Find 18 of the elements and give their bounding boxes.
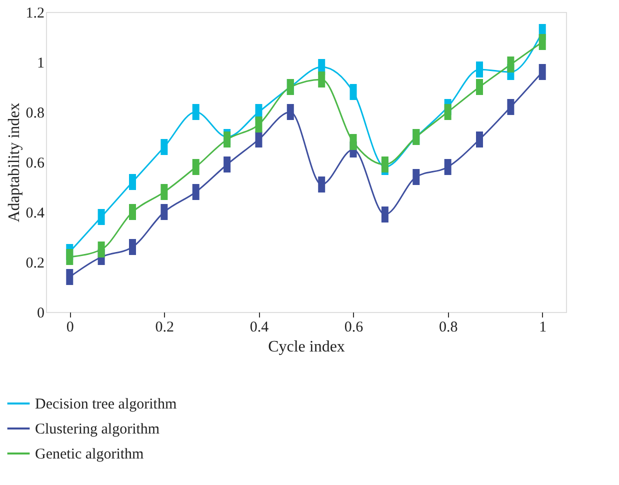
y-tick-label: 1.2 xyxy=(26,6,44,22)
y-tick-label: 0.2 xyxy=(26,256,44,272)
x-tick-label: 0.8 xyxy=(438,320,458,336)
x-tick-label: 0.2 xyxy=(155,320,174,336)
x-tick-label: 0 xyxy=(66,320,74,336)
y-tick-label: 0.8 xyxy=(26,106,44,122)
y-tick-label: 0.4 xyxy=(26,206,45,222)
y-axis-title: Adaptability index xyxy=(6,102,23,222)
x-tick-label: 0.4 xyxy=(250,320,270,336)
x-tick-label: 0.6 xyxy=(344,320,364,336)
y-tick-label: 0.6 xyxy=(26,156,45,172)
legend-label: Decision tree algorithm xyxy=(35,396,177,412)
x-axis-title: Cycle index xyxy=(268,338,345,356)
legend-label: Clustering algorithm xyxy=(35,422,160,438)
y-tick-label: 0 xyxy=(37,306,44,322)
y-tick-label: 1 xyxy=(37,56,44,72)
legend-label: Genetic algorithm xyxy=(35,446,144,462)
x-tick-label: 1 xyxy=(539,320,547,336)
